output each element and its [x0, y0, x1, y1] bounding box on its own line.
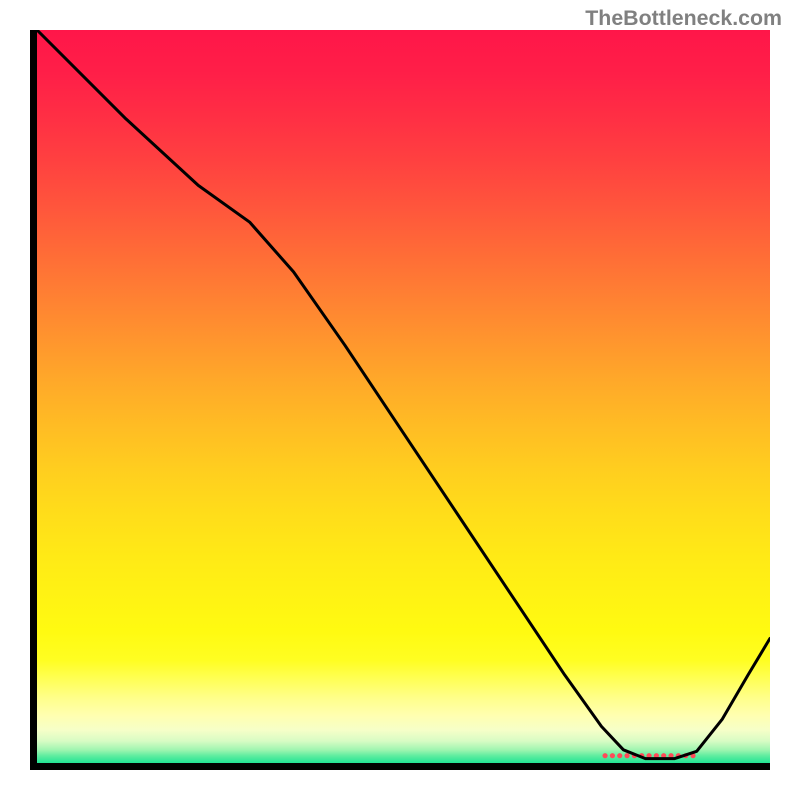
bottleneck-plot — [30, 30, 770, 770]
attribution-text: TheBottleneck.com — [585, 6, 782, 31]
stage: TheBottleneck.com — [0, 0, 800, 800]
y-axis-border — [30, 30, 37, 770]
x-axis-border — [30, 763, 770, 770]
